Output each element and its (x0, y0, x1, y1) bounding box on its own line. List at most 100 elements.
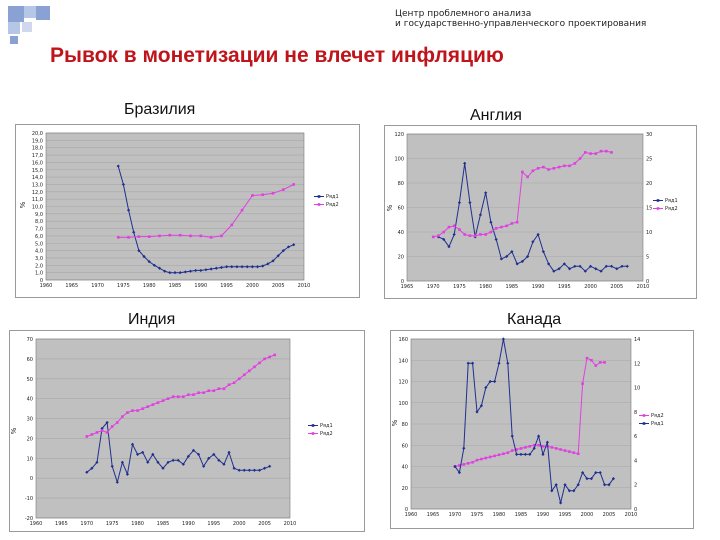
y-tick-label: 10 (27, 456, 33, 462)
data-point (502, 452, 505, 456)
data-point (136, 409, 139, 412)
data-point (510, 222, 514, 225)
data-point (131, 409, 134, 412)
data-point (156, 401, 160, 404)
x-tick-label: 1990 (532, 284, 545, 290)
data-point (604, 149, 608, 153)
data-point (161, 399, 165, 402)
data-point (192, 393, 195, 396)
data-point (536, 167, 540, 170)
data-point (247, 468, 251, 472)
data-point (457, 201, 462, 205)
data-point (463, 233, 466, 236)
x-tick-label: 2000 (246, 283, 259, 289)
data-point (156, 460, 160, 464)
data-point (576, 452, 580, 456)
y-axis-label: % (386, 204, 394, 211)
slide-title: Рывок в монетизации не влечет инфляцию (50, 44, 504, 67)
y-tick-label: 20,0 (32, 131, 43, 137)
data-point (526, 175, 529, 179)
y-tick-label: 100 (398, 401, 408, 407)
legend-marker (642, 422, 646, 425)
legend-marker (656, 199, 660, 202)
plot-area (36, 339, 290, 518)
y-tick-label: 9,0 (35, 212, 43, 218)
y-tick-label: 11,0 (32, 197, 43, 203)
data-point (126, 208, 131, 212)
data-point (589, 152, 592, 155)
data-point (252, 468, 257, 472)
data-point (171, 395, 175, 398)
data-point (488, 455, 492, 459)
data-point (447, 225, 451, 229)
data-point (222, 387, 226, 391)
legend-entry: Ряд1 (665, 198, 678, 204)
chart-panel-england: 0 20 40 60 80 100 120 0 5 10 15 20 25 30 1965 1970 1975 1… (384, 125, 697, 299)
x-tick-label: 1980 (131, 521, 144, 527)
data-point (557, 165, 561, 169)
y-tick-label: 7,0 (35, 227, 43, 233)
data-point (127, 236, 130, 239)
x-tick-label: 1995 (207, 521, 220, 527)
data-point (199, 234, 203, 238)
data-point (181, 462, 185, 466)
legend-marker (311, 424, 315, 427)
x-tick-label: 1975 (106, 521, 119, 527)
y2-tick-label: 14 (634, 337, 640, 343)
data-point (85, 435, 89, 438)
plot-border (35, 338, 291, 519)
decorative-square-5 (22, 22, 32, 32)
data-point (137, 249, 141, 253)
data-point (590, 358, 593, 362)
data-point (194, 268, 198, 273)
x-tick-label: 1970 (80, 521, 93, 527)
data-point (242, 373, 246, 377)
data-point (531, 169, 535, 173)
data-point (442, 230, 446, 234)
y-tick-label: 120 (394, 132, 404, 138)
series-line-Ряд2 (118, 184, 294, 238)
y-tick-label: 18,0 (32, 146, 43, 152)
y-tick-label: 80 (402, 422, 408, 428)
y-tick-label: 12,0 (32, 190, 43, 196)
data-point (163, 269, 167, 273)
x-tick-label: 1975 (453, 284, 466, 290)
data-point (90, 433, 94, 436)
y-tick-label: 0 (405, 507, 408, 513)
x-tick-label: 1995 (220, 283, 233, 289)
data-point (478, 213, 483, 217)
data-point (227, 383, 231, 387)
x-tick-label: 1980 (493, 512, 506, 518)
x-tick-label: 2000 (584, 284, 597, 290)
x-tick-label: 2010 (284, 521, 297, 527)
legend-entry: Ряд2 (320, 431, 333, 437)
y-tick-label: 70 (27, 337, 33, 343)
data-point (510, 449, 514, 452)
chart-england: 0 20 40 60 80 100 120 0 5 10 15 20 25 30 1965 1970 1975 1… (386, 132, 678, 290)
chart-canada: 0 20 40 60 80 100 120 140 160 0 2 4 6 8 10 12 14 1960 1965… (391, 337, 664, 518)
y-tick-label: 4,0 (35, 249, 43, 255)
y2-tick-label: 0 (634, 507, 637, 513)
data-point (552, 167, 556, 170)
data-point (121, 415, 124, 418)
data-point (268, 464, 272, 468)
legend-marker (656, 207, 660, 210)
data-point (219, 265, 224, 270)
data-point (202, 464, 206, 468)
legend-entry: Ряд2 (665, 206, 678, 212)
data-point (182, 395, 185, 398)
data-point (519, 447, 523, 450)
legend-entry: Ряд1 (320, 423, 333, 429)
data-point (559, 448, 562, 451)
data-point (110, 425, 114, 428)
y-tick-label: 14,0 (32, 175, 43, 181)
data-point (232, 466, 236, 470)
x-tick-label: 2005 (258, 521, 271, 527)
x-tick-label: 1995 (559, 512, 572, 518)
x-tick-label: 1960 (40, 283, 53, 289)
y2-tick-label: 0 (646, 279, 649, 285)
data-point (188, 269, 193, 273)
data-point (251, 194, 254, 197)
data-point (209, 236, 213, 239)
legend-entry: Ряд1 (326, 194, 339, 200)
